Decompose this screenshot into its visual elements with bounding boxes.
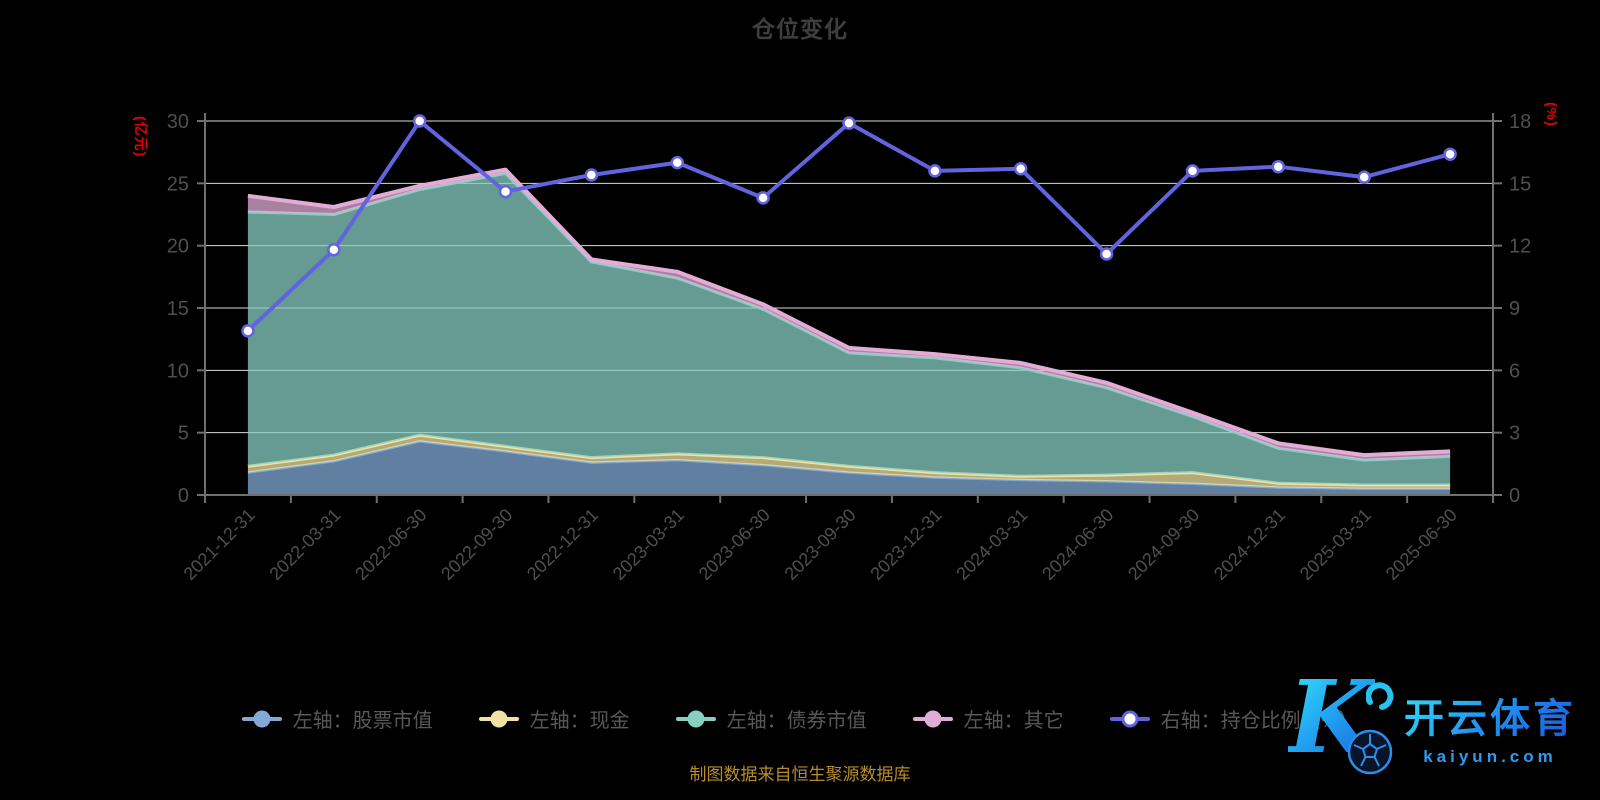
left-tick-label: 25 <box>167 173 189 195</box>
left-axis-unit: (亿元) <box>133 116 149 158</box>
area-fill-1 <box>247 435 1451 489</box>
ratio-point <box>327 243 341 257</box>
left-tick-label: 15 <box>167 298 189 320</box>
x-tick-label: 2024-09-30 <box>1124 505 1203 584</box>
ratio-point <box>1185 164 1200 178</box>
right-tick-label: 9 <box>1509 298 1520 320</box>
kaiyun-text: 开云体育 kaiyun.com <box>1404 686 1576 767</box>
kaiyun-watermark[interactable]: K 开云体育 kaiyun.com <box>1288 662 1576 776</box>
legend-label: 左轴：债券市值 <box>726 710 867 732</box>
x-tick-label: 2022-03-31 <box>265 505 344 584</box>
kaiyun-domain[interactable]: kaiyun.com <box>1423 746 1557 766</box>
area-fill-0 <box>247 441 1451 495</box>
x-tick-label: 2023-06-30 <box>695 505 774 584</box>
ratio-point <box>1013 162 1028 176</box>
x-tick-label: 2024-03-31 <box>952 505 1031 584</box>
x-tick-label: 2022-09-30 <box>437 505 516 584</box>
legend-dot-icon <box>924 710 942 727</box>
x-tick-label: 2023-12-31 <box>866 505 945 584</box>
legend-marker-icon <box>1109 710 1150 727</box>
legend-item-2[interactable]: 左轴：债券市值 <box>675 704 867 733</box>
legend-marker-icon <box>675 710 716 727</box>
ratio-point <box>1271 159 1286 174</box>
right-tick-label: 18 <box>1509 111 1531 133</box>
ratio-point <box>1443 147 1457 161</box>
x-tick-label: 2024-06-30 <box>1038 505 1117 584</box>
x-tick-label: 2022-12-31 <box>523 505 602 584</box>
chart-title: 仓位变化 <box>752 16 848 42</box>
ratio-point <box>412 114 427 128</box>
x-tick-label: 2024-12-31 <box>1210 505 1289 584</box>
left-tick-label: 30 <box>167 111 189 133</box>
legend-marker-icon <box>912 710 953 727</box>
legend-label: 左轴：现金 <box>529 710 630 732</box>
x-tick-label: 2025-06-30 <box>1382 505 1461 584</box>
legend: 左轴：股票市值 左轴：现金 左轴：债券市值 左轴：其它 右轴：持仓比例（%） <box>0 704 1600 733</box>
area-fill-2 <box>247 173 1451 485</box>
ratio-point <box>241 324 255 338</box>
ratio-point <box>842 116 856 130</box>
kaiyun-brand-name: 开云体育 <box>1404 686 1576 744</box>
legend-label: 右轴：持仓比例（%） <box>1160 710 1359 732</box>
legend-dot-icon <box>687 710 705 727</box>
x-tick-label: 2021-12-31 <box>180 505 259 584</box>
x-tick-label: 2023-03-31 <box>609 505 688 584</box>
kaiyun-logo: K <box>1288 662 1394 776</box>
ratio-point <box>498 184 513 199</box>
x-tick-label: 2022-06-30 <box>351 505 430 584</box>
ratio-point <box>1099 247 1114 261</box>
x-tick-label: 2025-03-31 <box>1296 505 1375 584</box>
legend-dot-icon <box>253 710 271 727</box>
x-tick-label: 2023-09-30 <box>781 505 860 584</box>
right-tick-label: 12 <box>1509 236 1531 258</box>
left-tick-label: 10 <box>167 360 189 382</box>
right-tick-label: 6 <box>1509 360 1520 382</box>
ratio-point <box>584 168 599 182</box>
left-tick-label: 0 <box>178 485 189 507</box>
legend-marker-icon <box>478 710 519 727</box>
legend-marker-icon <box>241 710 282 727</box>
legend-item-4[interactable]: 右轴：持仓比例（%） <box>1109 704 1359 733</box>
right-tick-label: 0 <box>1509 485 1520 507</box>
data-source-note: 制图数据来自恒生聚源数据库 <box>689 765 911 784</box>
legend-label: 左轴：股票市值 <box>292 710 433 732</box>
legend-item-1[interactable]: 左轴：现金 <box>478 704 630 733</box>
right-tick-label: 15 <box>1509 173 1531 195</box>
ratio-point <box>1357 170 1371 184</box>
ratio-point <box>928 164 942 178</box>
swirl-icon <box>1366 682 1394 710</box>
left-tick-label: 20 <box>167 236 189 258</box>
legend-dot-icon <box>490 710 508 727</box>
right-axis-unit: (%) <box>1544 102 1560 127</box>
ratio-point <box>756 191 770 205</box>
right-tick-label: 3 <box>1509 423 1520 445</box>
legend-label: 左轴：其它 <box>963 710 1064 732</box>
ratio-point <box>670 155 685 170</box>
legend-dot-icon <box>1121 710 1139 727</box>
legend-item-0[interactable]: 左轴：股票市值 <box>241 704 433 733</box>
soccer-ball-icon <box>1347 729 1393 775</box>
area-edge-3 <box>247 167 1451 458</box>
left-tick-label: 5 <box>178 423 189 445</box>
legend-item-3[interactable]: 左轴：其它 <box>912 704 1064 733</box>
